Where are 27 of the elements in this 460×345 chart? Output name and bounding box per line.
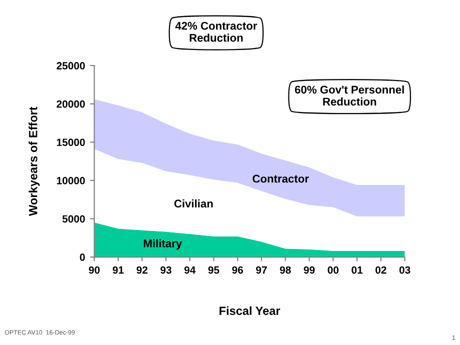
y-axis-title: Workyears of Effort xyxy=(28,106,40,216)
series-label: Military xyxy=(144,239,182,250)
series-label: Contractor xyxy=(252,174,309,183)
x-tick-label: 95 xyxy=(208,266,220,274)
x-tick-label: 03 xyxy=(399,266,410,274)
x-tick-label: 99 xyxy=(304,266,315,274)
x-tick-label: 94 xyxy=(184,266,196,274)
text: 42% Contractor Reduction xyxy=(175,22,258,42)
x-tick-label: 01 xyxy=(352,266,363,274)
x-tick-label: 97 xyxy=(256,266,267,274)
x-tick-label: 98 xyxy=(280,266,291,274)
x-tick-label: 00 xyxy=(328,266,339,274)
y-tick-label: 5000 xyxy=(62,215,85,223)
y-tick-label: 15000 xyxy=(56,138,85,146)
y-tick-label: 0 xyxy=(80,254,85,261)
series-label: Civilian xyxy=(174,199,213,208)
y-tick-label: 20000 xyxy=(56,100,85,108)
x-axis-title: Fiscal Year xyxy=(220,306,280,315)
x-tick-label: 96 xyxy=(232,266,244,274)
annotation: 60% Gov't Personnel Reduction xyxy=(294,85,404,106)
y-tick-label: 25000 xyxy=(56,62,85,70)
y-tick-label: 10000 xyxy=(56,176,85,184)
x-tick-label: 93 xyxy=(160,266,172,274)
x-tick-label: 02 xyxy=(376,266,386,274)
x-tick-label: 92 xyxy=(136,266,148,274)
x-tick-label: 91 xyxy=(112,266,124,274)
x-tick-label: 90 xyxy=(88,266,100,274)
